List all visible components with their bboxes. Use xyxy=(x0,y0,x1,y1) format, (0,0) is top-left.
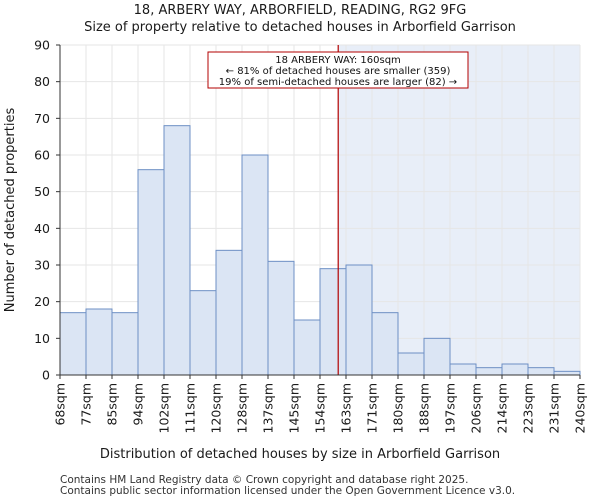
y-tick-label: 20 xyxy=(34,294,50,309)
y-tick-label: 70 xyxy=(34,111,50,126)
y-tick-label: 80 xyxy=(34,74,50,89)
x-tick-label: 145sqm xyxy=(287,383,302,433)
footer-line-1: Contains HM Land Registry data © Crown c… xyxy=(60,474,468,486)
bar xyxy=(215,249,243,376)
bar xyxy=(59,312,87,376)
bar xyxy=(345,264,373,376)
bar xyxy=(293,319,321,376)
y-tick-label: 0 xyxy=(42,368,50,383)
y-tick-label: 40 xyxy=(34,221,50,236)
bar xyxy=(137,169,165,376)
bar xyxy=(501,363,529,376)
y-axis-ticks: 0 10 20 30 40 50 60 70 80 90 xyxy=(34,38,60,383)
bar xyxy=(527,367,555,376)
x-tick-label: 231sqm xyxy=(547,383,562,433)
x-tick-label: 180sqm xyxy=(391,383,406,433)
annotation-box: 18 ARBERY WAY: 160sqm ← 81% of detached … xyxy=(207,51,469,89)
y-tick-label: 90 xyxy=(34,38,50,53)
x-tick-label: 188sqm xyxy=(417,383,432,433)
x-tick-label: 128sqm xyxy=(235,383,250,433)
x-tick-label: 223sqm xyxy=(521,383,536,433)
bar xyxy=(241,154,269,376)
y-tick-label: 50 xyxy=(34,184,50,199)
bar xyxy=(163,125,191,376)
bars xyxy=(59,125,581,376)
annotation-line-2: ← 81% of detached houses are smaller (35… xyxy=(226,66,451,77)
y-tick-label: 60 xyxy=(34,148,50,163)
bar xyxy=(449,363,477,376)
bar xyxy=(397,352,425,376)
bar xyxy=(111,312,139,376)
x-tick-label: 77sqm xyxy=(79,383,94,426)
bar xyxy=(475,367,503,376)
x-tick-label: 206sqm xyxy=(469,383,484,433)
x-axis-ticks: 68sqm 77sqm 85sqm 94sqm 102sqm 111sqm 120sqm 12… xyxy=(53,375,588,433)
annotation-line-1: 18 ARBERY WAY: 160sqm xyxy=(275,55,401,66)
bar xyxy=(553,370,581,376)
x-tick-label: 111sqm xyxy=(183,383,198,433)
y-tick-label: 30 xyxy=(34,258,50,273)
y-axis-label: Number of detached properties xyxy=(3,108,18,313)
x-tick-label: 171sqm xyxy=(365,383,380,433)
x-tick-label: 240sqm xyxy=(573,383,588,433)
x-axis-label: Distribution of detached houses by size … xyxy=(100,447,500,462)
x-tick-label: 102sqm xyxy=(157,383,172,433)
x-tick-label: 154sqm xyxy=(313,383,328,433)
x-tick-label: 214sqm xyxy=(495,383,510,433)
x-tick-label: 163sqm xyxy=(339,383,354,433)
bar xyxy=(267,260,295,376)
footer-line-2: Contains public sector information licen… xyxy=(60,485,515,497)
bar xyxy=(319,268,347,376)
x-tick-label: 120sqm xyxy=(209,383,224,433)
bar xyxy=(423,337,451,376)
axes xyxy=(59,45,580,376)
y-tick-label: 10 xyxy=(34,331,50,346)
chart-subtitle: Size of property relative to detached ho… xyxy=(84,20,516,35)
chart-title: 18, ARBERY WAY, ARBORFIELD, READING, RG2… xyxy=(134,3,467,18)
x-tick-label: 197sqm xyxy=(443,383,458,433)
x-tick-label: 85sqm xyxy=(105,383,120,426)
annotation-line-3: 19% of semi-detached houses are larger (… xyxy=(219,77,457,88)
bar xyxy=(371,312,399,376)
bar xyxy=(85,308,113,376)
annotation-frame xyxy=(207,51,469,89)
x-tick-label: 94sqm xyxy=(131,383,146,426)
x-tick-label: 137sqm xyxy=(261,383,276,433)
bar xyxy=(189,290,217,376)
x-tick-label: 68sqm xyxy=(53,383,68,426)
